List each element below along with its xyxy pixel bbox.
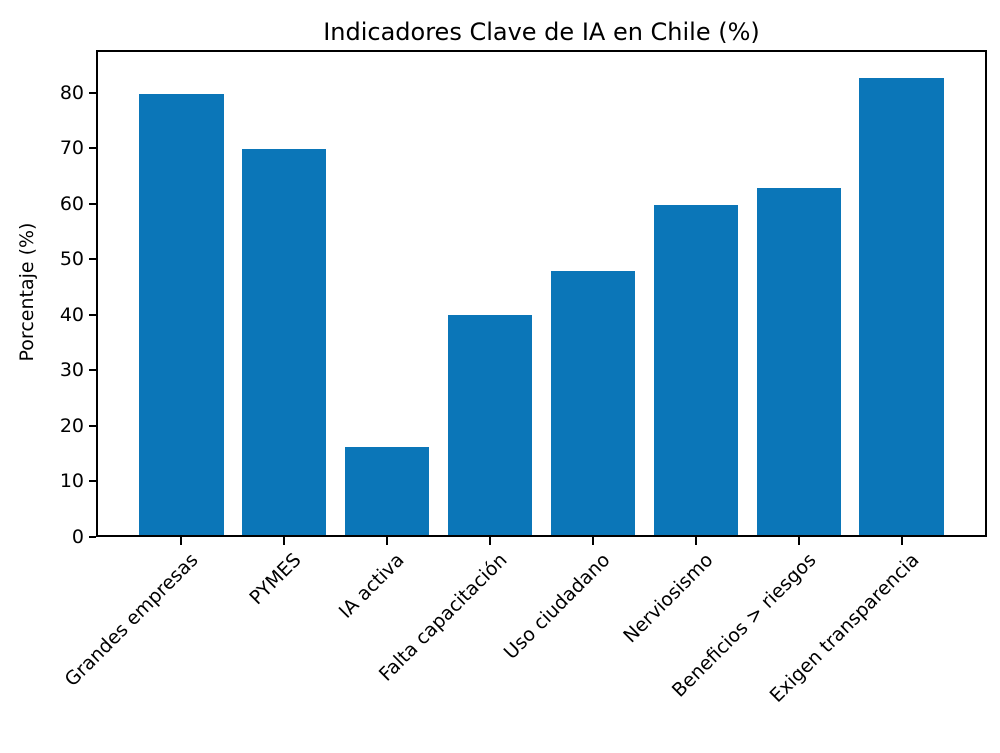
bar-ia-activa <box>345 446 430 535</box>
x-tick-label-uso-ciudadano: Uso ciudadano <box>499 549 615 664</box>
x-tick-label-nerviosismo: Nerviosismo <box>619 549 718 648</box>
x-tick-label-grandes-empresas: Grandes empresas <box>61 549 203 691</box>
y-tick-label: 30 <box>59 359 84 382</box>
x-tick-mark <box>797 537 800 545</box>
x-tick-label-pymes: PYMES <box>245 549 306 610</box>
bar-nerviosismo <box>653 204 738 535</box>
chart-title: Indicadores Clave de IA en Chile (%) <box>323 18 760 46</box>
y-tick-mark <box>89 424 96 427</box>
bar-slot-exigen-transparencia <box>850 52 953 535</box>
bar-exigen-transparencia <box>859 77 944 535</box>
bar-slot-pymes <box>233 52 336 535</box>
y-tick-label: 60 <box>59 192 84 215</box>
bar-slot-falta-capacitacion <box>439 52 542 535</box>
y-tick-mark <box>89 369 96 372</box>
bar-slot-ia-activa <box>336 52 439 535</box>
bar-falta-capacitacion <box>447 314 533 535</box>
y-tick-label: 0 <box>71 526 84 548</box>
bar-pymes <box>242 149 327 535</box>
y-tick-mark <box>89 313 96 316</box>
x-tick-mark <box>900 537 903 545</box>
x-tick-mark <box>283 537 286 545</box>
y-tick-label: 20 <box>59 414 84 437</box>
bar-slot-uso-ciudadano <box>542 52 645 535</box>
y-tick-label: 50 <box>59 248 84 271</box>
x-tick-mark <box>489 537 492 545</box>
bar-slot-nerviosismo <box>644 52 747 535</box>
y-tick-mark <box>89 147 96 150</box>
y-tick-label: 40 <box>59 303 84 326</box>
bar-slot-beneficios-riesgos <box>747 52 850 535</box>
bar-beneficios-riesgos <box>756 188 841 535</box>
x-tick-mark <box>591 537 594 545</box>
y-tick-label: 80 <box>59 81 84 104</box>
x-tick-mark <box>180 537 183 545</box>
bars-container <box>98 52 985 535</box>
x-tick-label-ia-activa: IA activa <box>334 549 409 623</box>
y-tick-mark <box>89 91 96 94</box>
bar-uso-ciudadano <box>550 270 636 535</box>
plot-area <box>96 50 987 537</box>
x-tick-mark <box>386 537 389 545</box>
y-tick-mark <box>89 258 96 261</box>
y-tick-mark <box>89 480 96 483</box>
x-tick-mark <box>694 537 697 545</box>
y-tick-mark <box>89 202 96 205</box>
y-tick-mark <box>89 536 96 538</box>
bar-grandes-empresas <box>139 94 224 535</box>
y-tick-label: 10 <box>59 470 84 493</box>
y-tick-label: 70 <box>59 137 84 160</box>
y-axis-label: Porcentaje (%) <box>16 222 38 362</box>
bar-slot-grandes-empresas <box>130 52 233 535</box>
